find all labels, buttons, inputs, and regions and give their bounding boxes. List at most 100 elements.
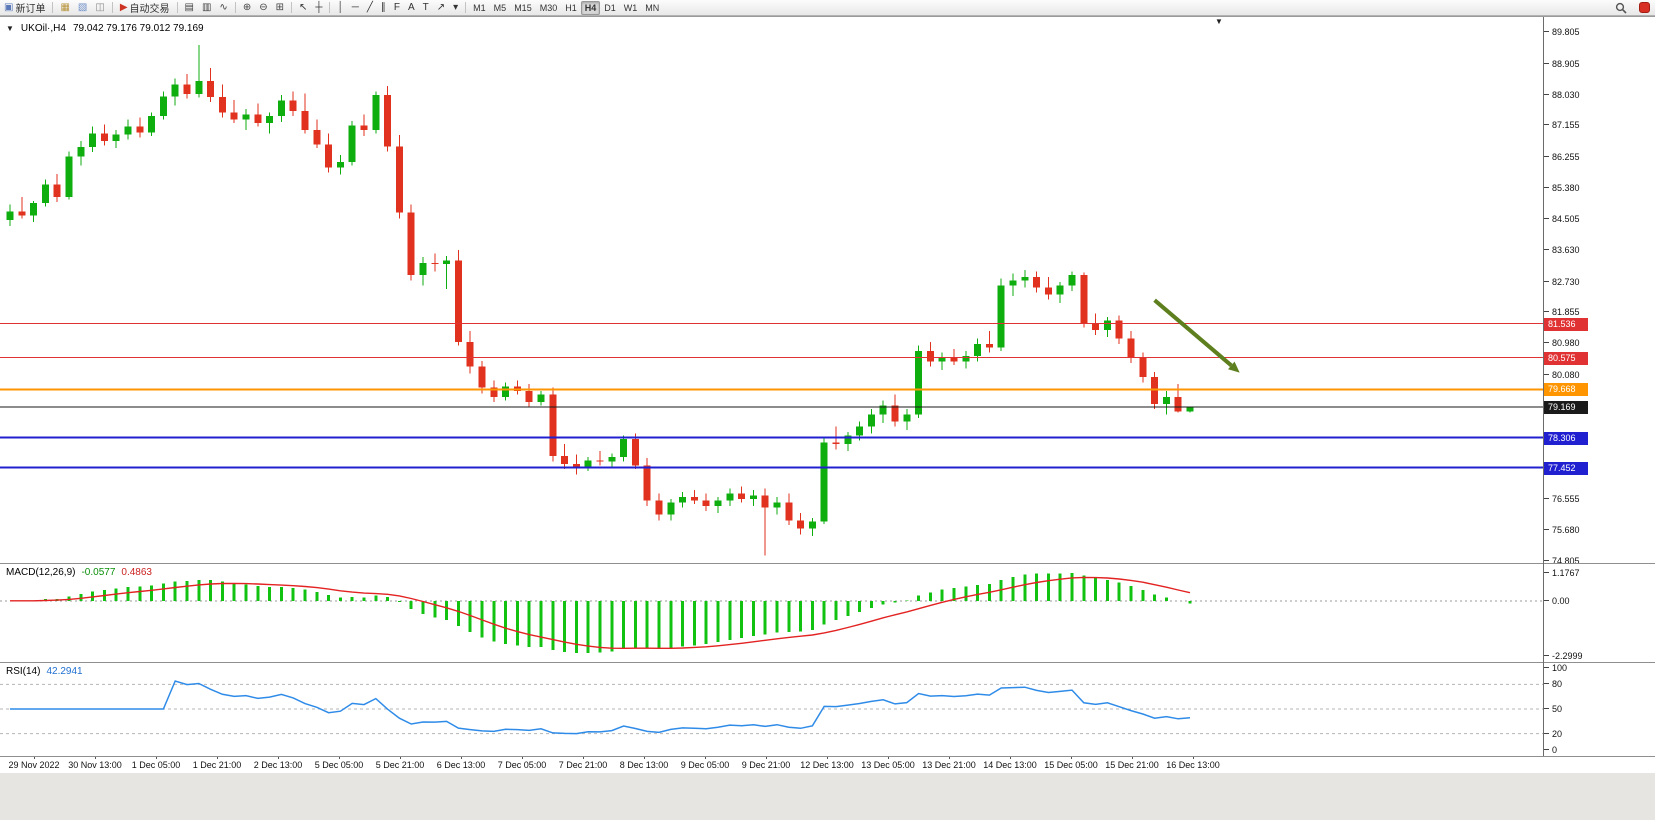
- panel-divider-macd[interactable]: [0, 563, 1655, 564]
- tf-mn-button[interactable]: MN: [641, 1, 663, 15]
- candle[interactable]: [490, 380, 498, 402]
- line-chart-button[interactable]: ∿: [215, 1, 231, 15]
- candle[interactable]: [53, 173, 61, 203]
- zoom-out-button[interactable]: ⊖: [255, 1, 271, 15]
- candle[interactable]: [325, 133, 333, 173]
- candle[interactable]: [148, 112, 156, 136]
- candle[interactable]: [985, 331, 993, 353]
- candle[interactable]: [749, 489, 757, 507]
- candle[interactable]: [655, 493, 663, 521]
- candle[interactable]: [891, 394, 899, 427]
- candle[interactable]: [478, 360, 486, 394]
- candle[interactable]: [136, 117, 144, 138]
- time-axis[interactable]: 29 Nov 2022 30 Nov 13:00 1 Dec 05:00 1 Dec …: [0, 756, 1655, 773]
- candle[interactable]: [277, 94, 285, 122]
- candle[interactable]: [773, 496, 781, 515]
- candle[interactable]: [372, 91, 380, 134]
- collapse-icon[interactable]: ▼: [6, 24, 14, 33]
- tile-windows-button[interactable]: ⊞: [272, 1, 288, 15]
- candle[interactable]: [89, 126, 97, 153]
- candle[interactable]: [1162, 391, 1170, 415]
- candle[interactable]: [360, 114, 368, 136]
- candle[interactable]: [466, 331, 474, 374]
- macd-panel[interactable]: MACD(12,26,9) -0.0577 0.4863: [0, 564, 1543, 662]
- candle[interactable]: [797, 513, 805, 535]
- shapes-dropdown-button[interactable]: ▾: [449, 1, 462, 15]
- candle[interactable]: [938, 352, 946, 371]
- candle[interactable]: [159, 91, 167, 120]
- search-button[interactable]: [1611, 1, 1631, 15]
- price-panel[interactable]: ▼ UKOil·,H4 79.042 79.176 79.012 79.169 …: [0, 17, 1543, 563]
- equidistant-channel-button[interactable]: ∥: [377, 1, 390, 15]
- tf-h1-button[interactable]: H1: [561, 1, 581, 15]
- candle[interactable]: [1115, 315, 1123, 344]
- candle[interactable]: [171, 78, 179, 106]
- candle[interactable]: [1186, 406, 1194, 413]
- candle[interactable]: [513, 380, 521, 395]
- bar-chart-button[interactable]: ▤: [181, 1, 198, 15]
- candle[interactable]: [407, 204, 415, 281]
- price-axis[interactable]: 89.805 88.905 88.030 87.155 86.255 85.380 84.5…: [1543, 17, 1655, 756]
- trendline-button[interactable]: ╱: [363, 1, 377, 15]
- candle[interactable]: [1068, 271, 1076, 292]
- chart-shift-icon[interactable]: ▼: [1215, 17, 1223, 26]
- candle[interactable]: [18, 197, 26, 219]
- candle[interactable]: [1127, 331, 1135, 363]
- candle[interactable]: [100, 124, 108, 146]
- candle[interactable]: [419, 257, 427, 286]
- candle[interactable]: [726, 488, 734, 507]
- candle[interactable]: [1080, 272, 1088, 328]
- candle[interactable]: [195, 45, 203, 98]
- candle[interactable]: [785, 493, 793, 526]
- tf-m15-button[interactable]: M15: [510, 1, 536, 15]
- text-button[interactable]: A: [404, 1, 419, 15]
- horizontal-line-button[interactable]: ─: [348, 1, 363, 15]
- cursor-button[interactable]: ↖: [295, 1, 311, 15]
- navigator-button[interactable]: ◫: [91, 1, 108, 15]
- candle[interactable]: [608, 453, 616, 468]
- candle[interactable]: [6, 204, 14, 227]
- candle[interactable]: [537, 391, 545, 406]
- tf-m1-button[interactable]: M1: [469, 1, 490, 15]
- candle[interactable]: [230, 99, 238, 124]
- candle[interactable]: [1174, 384, 1182, 413]
- candle[interactable]: [348, 121, 356, 166]
- candle[interactable]: [808, 518, 816, 536]
- candle[interactable]: [549, 387, 557, 462]
- crosshair-button[interactable]: ┼: [311, 1, 326, 15]
- candle[interactable]: [1044, 276, 1052, 300]
- candle[interactable]: [572, 454, 580, 475]
- market-watch-button[interactable]: ▦: [56, 1, 73, 15]
- candle[interactable]: [761, 488, 769, 556]
- candle[interactable]: [207, 68, 215, 103]
- candle[interactable]: [820, 437, 828, 524]
- panel-divider-rsi[interactable]: [0, 662, 1655, 663]
- candle[interactable]: [690, 489, 698, 505]
- macd-canvas[interactable]: [0, 564, 1543, 662]
- candle[interactable]: [962, 350, 970, 369]
- zoom-in-button[interactable]: ⊕: [239, 1, 255, 15]
- candle[interactable]: [124, 119, 132, 140]
- candle[interactable]: [950, 348, 958, 366]
- autotrading-button[interactable]: ▶ 自动交易: [116, 1, 174, 15]
- candle[interactable]: [714, 496, 722, 514]
- candlestick-chart-button[interactable]: ▥: [198, 1, 215, 15]
- fibonacci-button[interactable]: F: [390, 1, 404, 15]
- candle[interactable]: [289, 91, 297, 117]
- candle[interactable]: [974, 338, 982, 362]
- candle[interactable]: [631, 433, 639, 469]
- rsi-canvas[interactable]: [0, 663, 1543, 756]
- candle[interactable]: [525, 384, 533, 408]
- candle[interactable]: [620, 435, 628, 462]
- candle[interactable]: [183, 73, 191, 99]
- text-label-button[interactable]: T: [419, 1, 433, 15]
- candle[interactable]: [431, 253, 439, 272]
- candle[interactable]: [77, 140, 85, 166]
- alert-badge-icon[interactable]: [1639, 2, 1650, 13]
- tf-w1-button[interactable]: W1: [620, 1, 642, 15]
- candle[interactable]: [738, 486, 746, 503]
- candle[interactable]: [702, 493, 710, 512]
- candle[interactable]: [502, 382, 510, 401]
- candle[interactable]: [667, 499, 675, 521]
- candle[interactable]: [266, 112, 274, 134]
